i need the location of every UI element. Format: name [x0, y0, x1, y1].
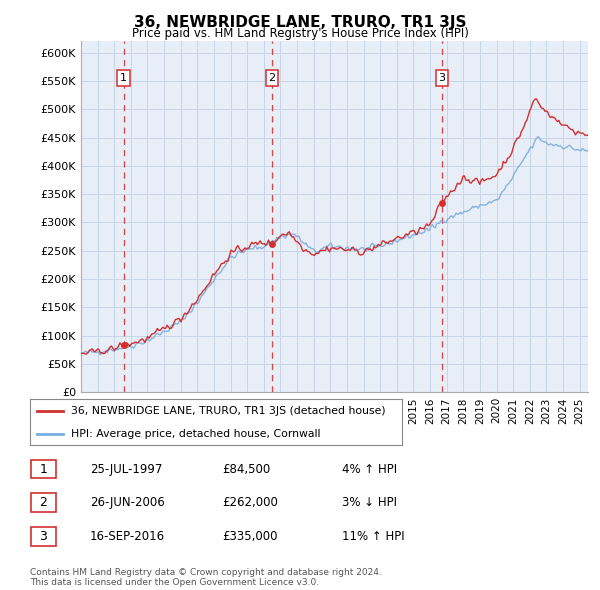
Text: Contains HM Land Registry data © Crown copyright and database right 2024.
This d: Contains HM Land Registry data © Crown c…	[30, 568, 382, 587]
Text: £84,500: £84,500	[222, 463, 270, 476]
Text: 4% ↑ HPI: 4% ↑ HPI	[342, 463, 397, 476]
Text: 16-SEP-2016: 16-SEP-2016	[90, 530, 165, 543]
Text: 1: 1	[120, 73, 127, 83]
FancyBboxPatch shape	[31, 460, 56, 478]
FancyBboxPatch shape	[31, 527, 56, 546]
Text: Price paid vs. HM Land Registry's House Price Index (HPI): Price paid vs. HM Land Registry's House …	[131, 27, 469, 40]
Text: HPI: Average price, detached house, Cornwall: HPI: Average price, detached house, Corn…	[71, 429, 320, 439]
Text: £335,000: £335,000	[222, 530, 277, 543]
Text: 25-JUL-1997: 25-JUL-1997	[90, 463, 163, 476]
Text: 1: 1	[40, 463, 47, 476]
Text: £262,000: £262,000	[222, 496, 278, 509]
FancyBboxPatch shape	[31, 493, 56, 512]
Text: 26-JUN-2006: 26-JUN-2006	[90, 496, 165, 509]
Text: 3% ↓ HPI: 3% ↓ HPI	[342, 496, 397, 509]
Text: 3: 3	[40, 530, 47, 543]
Text: 2: 2	[40, 496, 47, 509]
Text: 36, NEWBRIDGE LANE, TRURO, TR1 3JS: 36, NEWBRIDGE LANE, TRURO, TR1 3JS	[134, 15, 466, 30]
Text: 3: 3	[439, 73, 445, 83]
Text: 11% ↑ HPI: 11% ↑ HPI	[342, 530, 404, 543]
Text: 36, NEWBRIDGE LANE, TRURO, TR1 3JS (detached house): 36, NEWBRIDGE LANE, TRURO, TR1 3JS (deta…	[71, 406, 386, 416]
Text: 2: 2	[268, 73, 275, 83]
